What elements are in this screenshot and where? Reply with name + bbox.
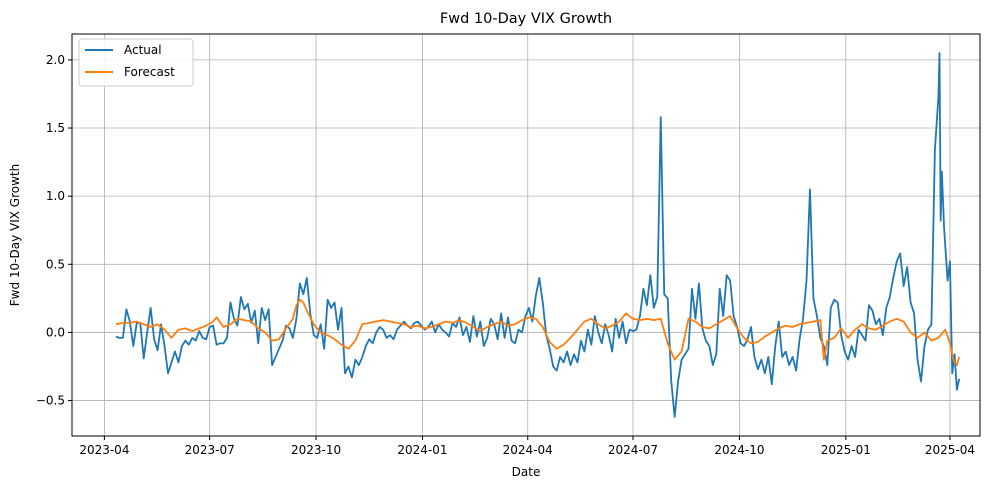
x-tick-label: 2024-07	[608, 443, 658, 457]
y-tick-label: 1.5	[46, 121, 65, 135]
plot-area-frame	[71, 33, 981, 437]
y-axis-label: Fwd 10-Day VIX Growth	[8, 164, 22, 306]
y-tick-label: −0.5	[36, 394, 65, 408]
x-tick-label: 2024-04	[503, 443, 553, 457]
x-tick-label: 2023-07	[185, 443, 235, 457]
actual-series-line	[115, 52, 961, 418]
y-axis: −0.5 0.0 0.5 1.0 1.5 2.0	[36, 53, 72, 408]
legend-label-actual: Actual	[124, 43, 162, 57]
x-tick-label: 2025-04	[925, 443, 975, 457]
x-tick-label: 2023-04	[79, 443, 129, 457]
y-tick-label: 1.0	[46, 189, 65, 203]
x-tick-label: 2024-10	[714, 443, 764, 457]
x-tick-label: 2023-10	[291, 443, 341, 457]
legend: Actual Forecast	[78, 38, 194, 87]
y-tick-label: 0.0	[46, 325, 65, 339]
y-tick-label: 2.0	[46, 53, 65, 67]
y-tick-label: 0.5	[46, 257, 65, 271]
x-tick-label: 2025-01	[821, 443, 871, 457]
series-layer	[115, 52, 961, 418]
x-tick-label: 2024-01	[397, 443, 447, 457]
x-axis: 2023-04 2023-07 2023-10 2024-01 2024-04 2024-…	[79, 436, 975, 457]
x-axis-label: Date	[512, 465, 541, 479]
chart-title: Fwd 10-Day VIX Growth	[440, 11, 612, 27]
legend-label-forecast: Forecast	[124, 65, 175, 79]
forecast-series-line	[115, 298, 961, 367]
